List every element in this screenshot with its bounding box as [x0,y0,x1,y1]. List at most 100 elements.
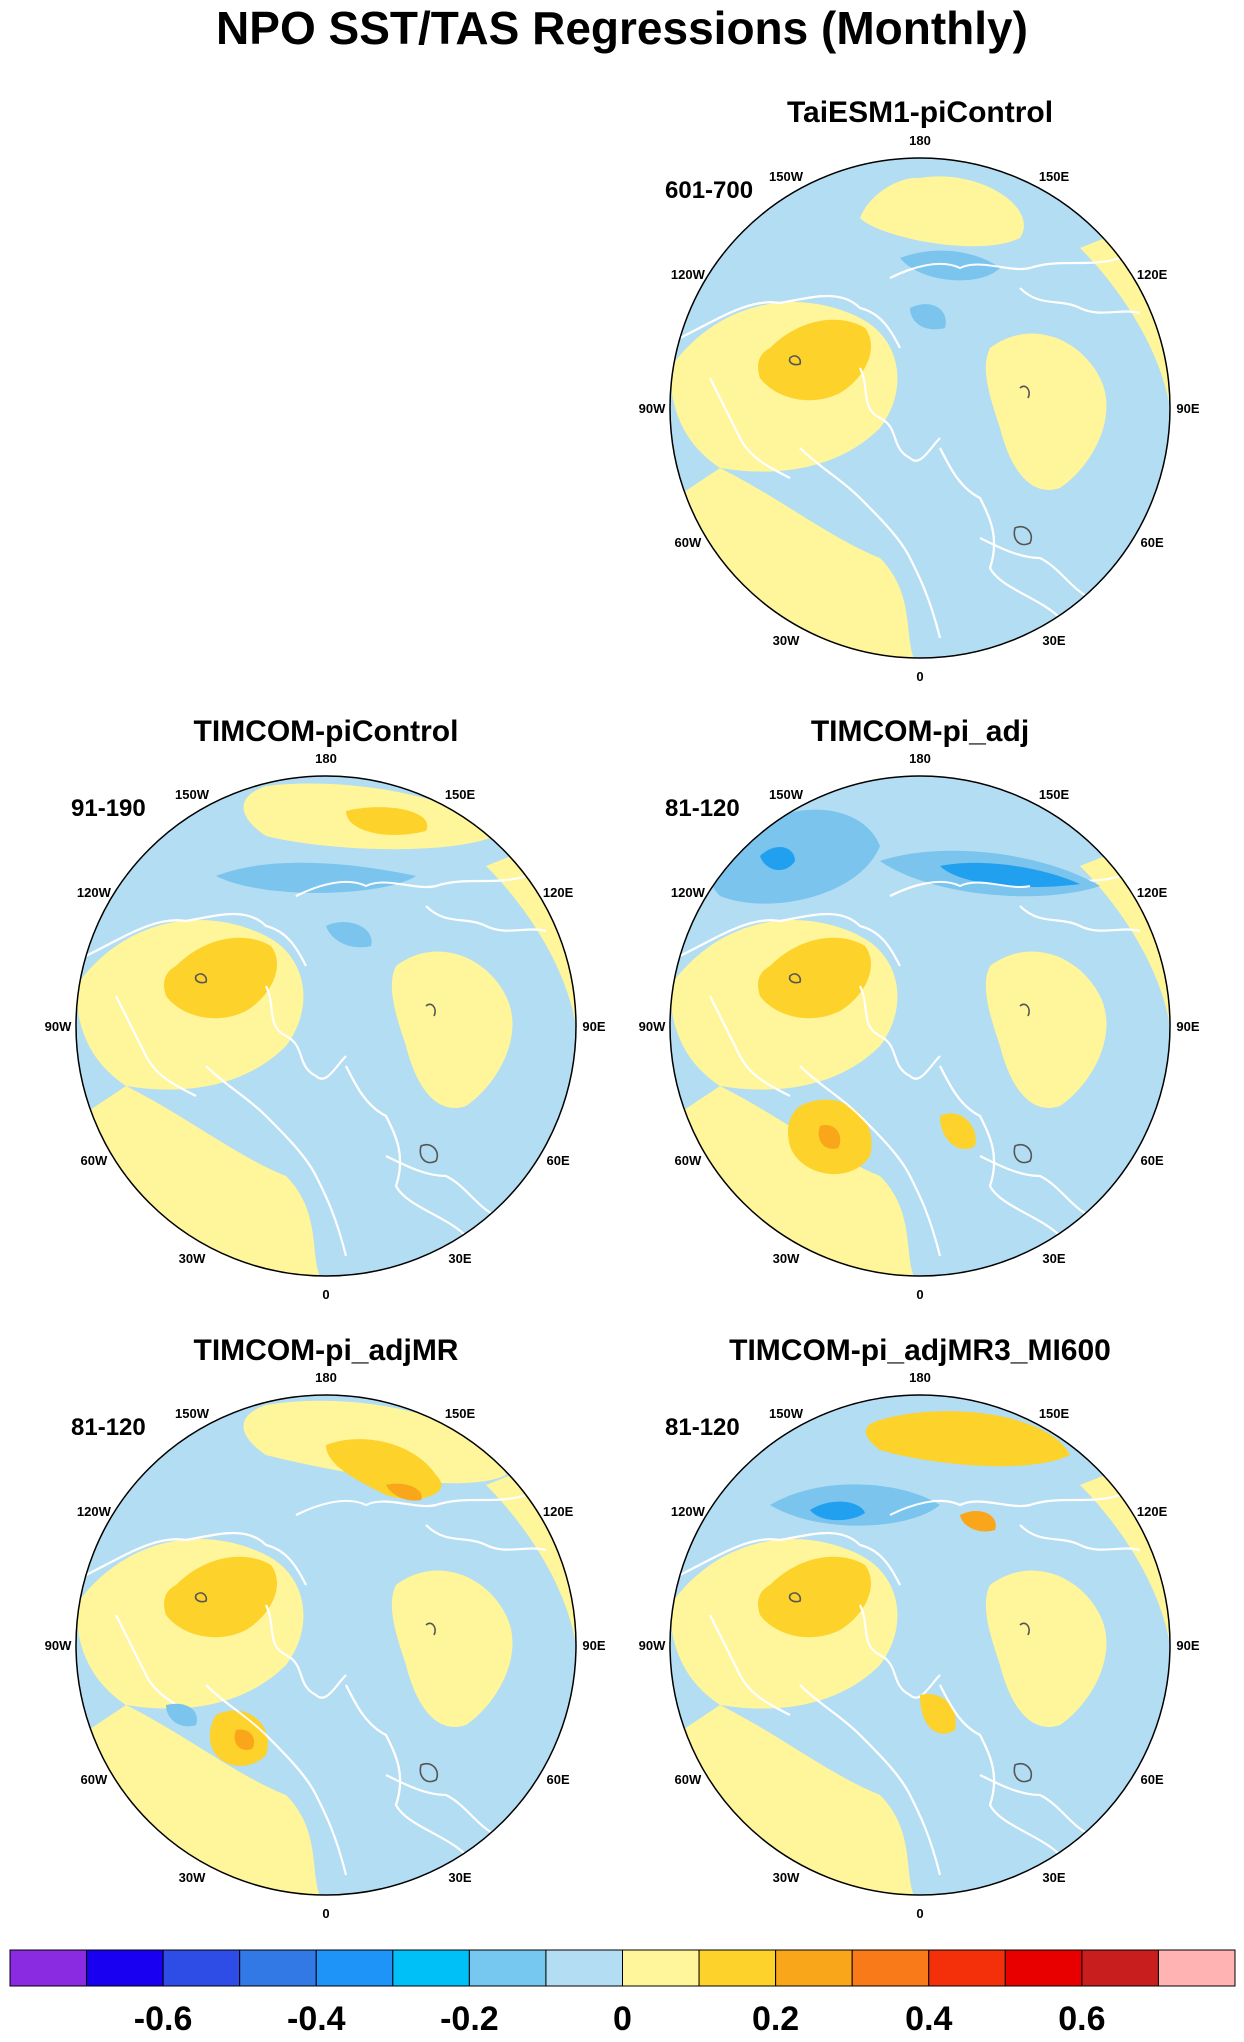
lon-label-30w: 30W [773,1251,800,1266]
colorbar-label: 0.4 [905,2000,952,2038]
colorbar-label: 0.2 [752,2000,799,2038]
polar-map: 180 150E 120E 90E 60E 30E 0 30W 60W 90W 120W 150W [639,1370,1200,1921]
lon-label-30w: 30W [179,1870,206,1885]
lon-label-0: 0 [916,1906,923,1921]
lon-label-30w: 30W [773,633,800,648]
panel-years: 91-190 [71,795,146,822]
colorbar-label: -0.6 [134,2000,193,2038]
lon-label-0: 0 [322,1906,329,1921]
lon-label-180: 180 [315,1370,337,1385]
lon-label-150w: 150W [769,787,804,802]
colorbar-box [622,1949,700,1987]
lon-label-60w: 60W [675,1153,702,1168]
lon-label-60w: 60W [81,1153,108,1168]
lon-label-150e: 150E [445,1406,476,1421]
panel-years: 601-700 [665,177,753,204]
colorbar-box [392,1949,470,1987]
lon-label-120e: 120E [1137,885,1168,900]
colorbar-box [698,1949,777,1987]
map-border [669,1394,1171,1896]
lon-label-150w: 150W [175,787,210,802]
lon-label-90w: 90W [45,1019,72,1034]
map-border [75,1394,577,1896]
lon-label-0: 0 [916,669,923,684]
polar-map: 180 150E 120E 90E 60E 30E 0 30W 60W 90W 120W 150W [639,133,1200,684]
lon-label-120w: 120W [671,267,706,282]
lon-label-0: 0 [916,1287,923,1302]
map-panel-3: TIMCOM-pi_adj 81-120 180 150E 120E 90E 60E 30E 0… [639,715,1200,1302]
panel-years: 81-120 [665,1414,740,1441]
figure-title: NPO SST/TAS Regressions (Monthly) [216,2,1028,54]
lon-label-30e: 30E [448,1870,471,1885]
map-panel-5: TIMCOM-pi_adjMR3_MI600 81-120 180 150E 120E 9… [639,1334,1200,1921]
panel-years: 81-120 [71,1414,146,1441]
lon-label-90w: 90W [45,1638,72,1653]
map-panel-2: TIMCOM-piControl 91-190 180 150E 120E 90E 60E 3… [45,715,606,1302]
lon-label-90w: 90W [639,1638,666,1653]
colorbar-box [315,1949,394,1987]
colorbar-label: -0.4 [287,2000,346,2038]
colorbar-box [162,1949,241,1987]
lon-label-150e: 150E [1039,787,1070,802]
colorbar-box [1004,1949,1083,1987]
lon-label-0: 0 [322,1287,329,1302]
lon-label-90e: 90E [582,1019,605,1034]
panel-title: TaiESM1-piControl [787,96,1053,129]
lon-label-150e: 150E [445,787,476,802]
panel-title: TIMCOM-pi_adjMR3_MI600 [729,1334,1111,1367]
lon-label-150w: 150W [769,1406,804,1421]
lon-label-90e: 90E [582,1638,605,1653]
lon-label-150w: 150W [769,169,804,184]
colorbar-label: -0.2 [440,2000,499,2038]
colorbar-box [928,1949,1006,1987]
lon-label-60e: 60E [547,1772,570,1787]
lon-label-30e: 30E [1042,1251,1065,1266]
colorbar-box [9,1949,88,1987]
lon-label-60e: 60E [547,1153,570,1168]
lon-label-60e: 60E [1141,1153,1164,1168]
colorbar: -0.6 -0.4 -0.2 0 0.2 0.4 0.6 [9,1949,1236,2038]
lon-label-60w: 60W [675,1772,702,1787]
polar-map: 180 150E 120E 90E 60E 30E 0 30W 60W 90W 120W 150W [45,1370,606,1921]
lon-label-60w: 60W [675,535,702,550]
lon-label-120e: 120E [1137,1504,1168,1519]
map-panels: TaiESM1-piControl 601-700 180 150E 120E 90E 60… [45,96,1200,1921]
lon-label-120w: 120W [77,1504,112,1519]
polar-map: 180 150E 120E 90E 60E 30E 0 30W 60W 90W 120W 150W [45,751,606,1302]
map-panel-4: TIMCOM-pi_adjMR 81-120 180 150E 120E 90E 60E 30… [45,1334,606,1921]
lon-label-60w: 60W [81,1772,108,1787]
panel-title: TIMCOM-pi_adjMR [194,1334,459,1367]
lon-label-120e: 120E [543,1504,574,1519]
lon-label-120e: 120E [1137,267,1168,282]
lon-label-30e: 30E [1042,633,1065,648]
map-panel-1: TaiESM1-piControl 601-700 180 150E 120E 90E 60… [639,96,1200,684]
lon-label-90w: 90W [639,1019,666,1034]
map-border [669,775,1171,1277]
map-border [669,157,1171,659]
lon-label-150w: 150W [175,1406,210,1421]
lon-label-120w: 120W [77,885,112,900]
panel-years: 81-120 [665,795,740,822]
lon-label-90e: 90E [1176,401,1199,416]
map-border [75,775,577,1277]
lon-label-60e: 60E [1141,535,1164,550]
colorbar-box [86,1949,164,1987]
colorbar-box [468,1949,547,1987]
lon-label-150e: 150E [1039,1406,1070,1421]
colorbar-box [1157,1949,1236,1987]
lon-label-180: 180 [909,751,931,766]
polar-map: 180 150E 120E 90E 60E 30E 0 30W 60W 90W 120W 150W [639,751,1200,1302]
colorbar-box [851,1949,930,1987]
lon-label-120w: 120W [671,885,706,900]
panel-title: TIMCOM-pi_adj [811,715,1029,748]
lon-label-30w: 30W [773,1870,800,1885]
lon-label-120e: 120E [543,885,574,900]
colorbar-label: 0.6 [1058,2000,1105,2038]
lon-label-30w: 30W [179,1251,206,1266]
lon-label-30e: 30E [1042,1870,1065,1885]
lon-label-60e: 60E [1141,1772,1164,1787]
lon-label-180: 180 [909,1370,931,1385]
colorbar-box [545,1949,623,1987]
colorbar-label: 0 [613,2000,632,2038]
colorbar-box [239,1949,317,1987]
